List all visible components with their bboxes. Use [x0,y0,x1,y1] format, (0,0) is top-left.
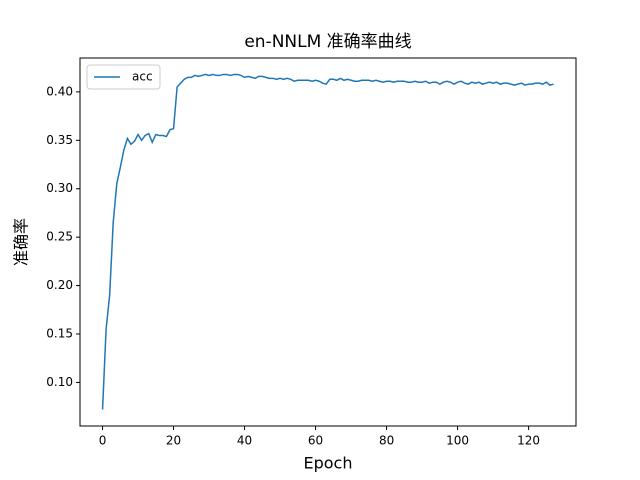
y-tick-label: 0.25 [46,230,73,244]
legend-box [86,64,161,90]
x-tick-label: 60 [308,434,323,448]
x-tick-label: 80 [379,434,394,448]
data-line [101,73,554,410]
x-tick-label: 20 [166,434,181,448]
y-tick-label: 0.30 [46,181,73,195]
y-tick-label: 0.35 [46,133,73,147]
x-tick-label: 40 [237,434,252,448]
y-tick-label: 0.40 [46,84,73,98]
chart-title: en-NNLM 准确率曲线 [244,32,411,52]
x-tick-label: 120 [517,434,540,448]
x-tick-label: 100 [446,434,469,448]
plot-frame [79,57,577,427]
x-tick-label: 0 [99,434,107,448]
y-tick-label: 0.10 [46,375,73,389]
y-tick-label: 0.20 [46,278,73,292]
legend-label: acc [132,70,153,84]
y-axis-label: 准确率 [12,218,31,266]
x-axis-label: Epoch [304,454,353,473]
y-tick-label: 0.15 [46,327,73,341]
